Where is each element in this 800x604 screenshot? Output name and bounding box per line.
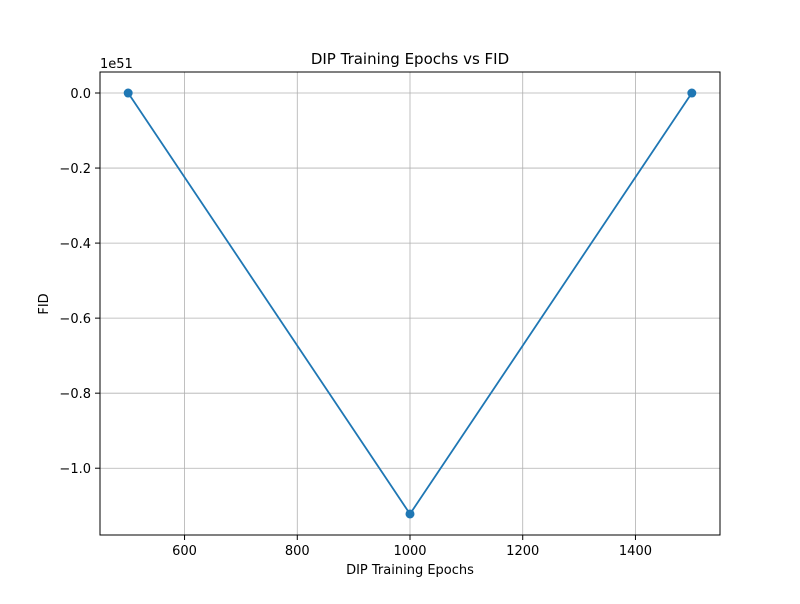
- y-tick-label: −0.8: [59, 387, 91, 402]
- chart-title: DIP Training Epochs vs FID: [311, 50, 509, 68]
- y-axis-label: FID: [37, 293, 52, 314]
- y-tick-label: 0.0: [70, 87, 91, 102]
- grid-lines: [100, 72, 720, 535]
- data-point: [405, 509, 415, 519]
- y-tick-label: −1.0: [59, 462, 91, 477]
- series-layer: [123, 88, 697, 519]
- x-tick-label: 600: [172, 544, 197, 559]
- y-tick-label: −0.6: [59, 312, 91, 327]
- data-point: [687, 88, 697, 98]
- x-tick-label: 800: [285, 544, 310, 559]
- y-tick-label: −0.2: [59, 162, 91, 177]
- y-axis-offset-label: 1e51: [100, 57, 133, 72]
- x-tick-label: 1200: [506, 544, 539, 559]
- x-tick-label: 1400: [619, 544, 652, 559]
- y-tick-label: −0.4: [59, 237, 91, 252]
- data-point: [123, 88, 133, 98]
- x-tick-label: 1000: [393, 544, 426, 559]
- x-axis-label: DIP Training Epochs: [346, 563, 474, 578]
- axis-ticks: 600 800 1000 1200 1400 0.0 −0.2 −0.4 −0.6 −0.8 −1.…: [59, 87, 652, 559]
